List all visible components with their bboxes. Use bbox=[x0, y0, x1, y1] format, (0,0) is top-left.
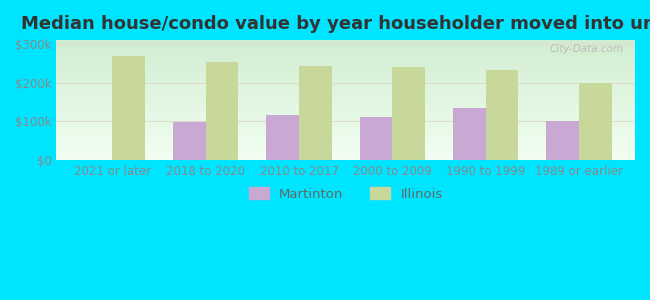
Bar bbox=[206, 62, 239, 160]
Bar bbox=[547, 121, 579, 160]
Legend: Martinton, Illinois: Martinton, Illinois bbox=[244, 182, 448, 206]
Title: Median house/condo value by year householder moved into unit: Median house/condo value by year househo… bbox=[21, 15, 650, 33]
Bar bbox=[453, 108, 486, 160]
Bar bbox=[393, 67, 425, 160]
Bar bbox=[359, 117, 393, 160]
Bar bbox=[299, 66, 332, 160]
Text: City-Data.com: City-Data.com bbox=[549, 44, 623, 54]
Bar bbox=[112, 56, 145, 160]
Bar bbox=[486, 70, 518, 160]
Bar bbox=[579, 82, 612, 160]
Bar bbox=[173, 122, 206, 160]
Bar bbox=[266, 115, 299, 160]
